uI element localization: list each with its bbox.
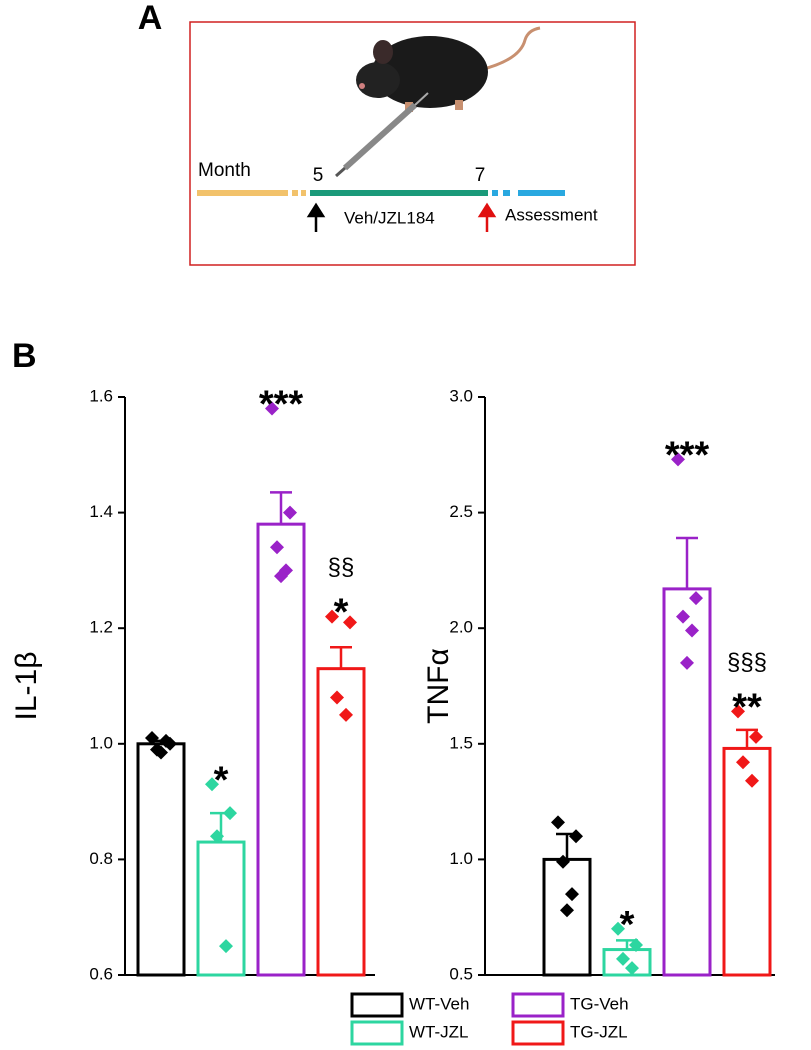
bar xyxy=(602,948,652,977)
data-point xyxy=(560,903,574,918)
y-tick-label: 0.6 xyxy=(89,964,113,983)
data-point xyxy=(616,951,630,966)
data-point xyxy=(154,745,168,760)
data-point xyxy=(205,777,219,792)
timeline-start: 5 xyxy=(313,165,324,186)
significance-mark: *** xyxy=(259,384,304,426)
y-tick-label: 2.5 xyxy=(449,502,473,521)
mouse-illustration xyxy=(335,26,541,178)
data-point xyxy=(685,623,699,638)
data-point xyxy=(556,854,570,869)
data-point xyxy=(325,609,339,624)
data-point xyxy=(671,452,685,467)
y-axis-label: IL-1β xyxy=(10,652,43,721)
data-point xyxy=(680,655,694,670)
data-point xyxy=(283,505,297,520)
error-bar xyxy=(736,728,758,749)
data-point xyxy=(343,615,357,630)
legend-swatch xyxy=(350,1020,404,1046)
y-tick-label: 2.0 xyxy=(449,618,473,637)
legend-label: WT-JZL xyxy=(409,1022,469,1041)
y-tick-label: 1.2 xyxy=(89,618,113,637)
data-point xyxy=(689,591,703,606)
data-point xyxy=(565,887,579,902)
data-point xyxy=(676,609,690,624)
data-point xyxy=(625,961,639,976)
legend-swatch xyxy=(350,992,404,1018)
legend-label: TG-JZL xyxy=(570,1022,628,1041)
data-point xyxy=(270,540,284,555)
error-bar xyxy=(330,646,352,669)
y-tick-label: 1.4 xyxy=(89,502,113,521)
data-point xyxy=(551,815,565,830)
data-point xyxy=(611,921,625,936)
data-point xyxy=(330,690,344,705)
significance-mark: * xyxy=(620,904,635,946)
assessment-label: Assessment xyxy=(505,205,598,224)
y-tick-label: 3.0 xyxy=(449,386,473,405)
bar xyxy=(662,587,712,977)
data-point xyxy=(569,829,583,844)
y-tick-label: 1.6 xyxy=(89,386,113,405)
data-point xyxy=(265,401,279,416)
y-tick-label: 0.8 xyxy=(89,849,113,868)
data-point xyxy=(745,773,759,788)
significance-mark: §§ xyxy=(328,554,355,581)
timeline-unit: Month xyxy=(198,160,251,181)
data-point xyxy=(736,755,750,770)
data-point xyxy=(339,707,353,722)
data-point xyxy=(223,806,237,821)
bar xyxy=(136,742,186,977)
y-axis-label: TNFα xyxy=(422,648,455,724)
timeline xyxy=(197,190,565,232)
error-bar xyxy=(270,491,292,525)
data-point xyxy=(210,829,224,844)
data-point xyxy=(274,569,288,584)
panel-label: B xyxy=(12,337,37,375)
significance-mark: * xyxy=(334,592,349,634)
panel-frame xyxy=(189,21,636,266)
significance-mark: *** xyxy=(665,434,710,476)
data-point xyxy=(159,733,173,748)
legend-label: TG-Veh xyxy=(570,994,629,1013)
significance-mark: §§§ xyxy=(727,649,767,676)
timeline-end: 7 xyxy=(475,165,486,186)
data-point xyxy=(731,704,745,719)
error-bar xyxy=(676,536,698,589)
panel-label: A xyxy=(138,0,163,37)
significance-mark: ** xyxy=(732,686,762,728)
legend-swatch xyxy=(511,1020,565,1046)
legend-swatch xyxy=(511,992,565,1018)
y-tick-label: 0.5 xyxy=(449,964,473,983)
data-point xyxy=(219,939,233,954)
bar xyxy=(256,522,306,977)
bar xyxy=(196,840,246,977)
y-tick-label: 1.0 xyxy=(449,849,473,868)
legend-label: WT-Veh xyxy=(409,994,469,1013)
y-tick-label: 1.0 xyxy=(89,733,113,752)
treatment-label: Veh/JZL184 xyxy=(344,208,435,227)
data-point xyxy=(145,731,159,746)
data-point xyxy=(629,937,643,952)
data-point xyxy=(749,729,763,744)
significance-mark: * xyxy=(214,759,229,801)
y-tick-label: 1.5 xyxy=(449,733,473,752)
